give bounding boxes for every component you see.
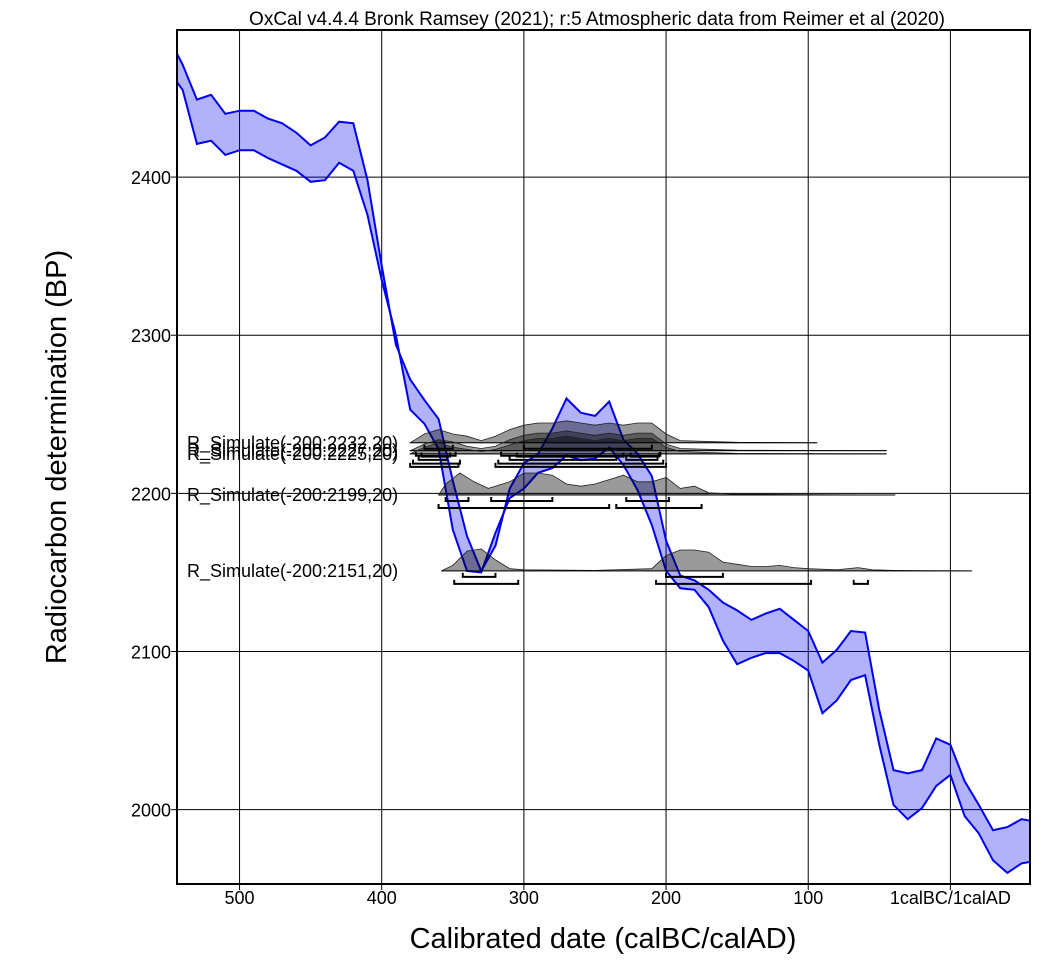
y-axis-label: Radiocarbon determination (BP) [41, 250, 73, 664]
range-bracket [852, 579, 869, 585]
range-bracket [494, 462, 668, 468]
range-bracket [515, 452, 625, 458]
y-tick-label: 2000 [131, 801, 171, 821]
x-tick-label: 300 [509, 888, 539, 908]
range-bracket [655, 579, 813, 585]
x-tick-label: 100 [793, 888, 823, 908]
range-bracket [629, 452, 660, 458]
distribution-label: R_Simulate(-200:2232,20) [187, 433, 398, 454]
y-tick-label: 2200 [131, 484, 171, 504]
distribution [438, 472, 896, 496]
range-bracket [423, 444, 454, 450]
range-bracket [461, 572, 497, 578]
plot-frame [176, 29, 1031, 885]
curve-lower [176, 81, 1031, 875]
range-bracket [490, 496, 554, 502]
x-tick-label: 500 [225, 888, 255, 908]
range-bracket [615, 503, 703, 509]
y-tick-label: 2300 [131, 326, 171, 346]
distribution-label: R_Simulate(-200:2225,20) [187, 444, 398, 465]
range-bracket [420, 452, 451, 458]
curve-band [177, 53, 1030, 873]
range-bracket [444, 496, 470, 502]
range-bracket [625, 455, 659, 461]
y-tick-label: 2400 [131, 168, 171, 188]
curve-upper [176, 53, 1031, 832]
distribution [441, 548, 973, 572]
range-bracket [665, 572, 724, 578]
chart-title: OxCal v4.4.4 Bronk Ramsey (2021); r:5 At… [249, 9, 945, 30]
range-bracket [453, 579, 520, 585]
range-bracket [409, 462, 460, 468]
range-bracket [508, 455, 618, 461]
x-tick-label: 200 [651, 888, 681, 908]
range-bracket [625, 496, 670, 502]
y-tick-label: 2100 [131, 643, 171, 663]
x-tick-label: 400 [367, 888, 397, 908]
range-bracket [437, 503, 611, 509]
x-axis-label: Calibrated date (calBC/calAD) [410, 923, 797, 955]
distribution-label: R_Simulate(-200:2199,20) [187, 485, 398, 506]
distribution [408, 435, 887, 455]
x-tick-label: 1calBC/1calAD [890, 888, 1011, 908]
range-bracket [522, 444, 653, 450]
range-bracket [417, 455, 449, 461]
range-bracket [497, 459, 665, 465]
distribution-label: R_Simulate(-200:2227,20) [187, 441, 398, 462]
range-bracket [411, 459, 461, 465]
distribution-label: R_Simulate(-200:2151,20) [187, 561, 398, 582]
